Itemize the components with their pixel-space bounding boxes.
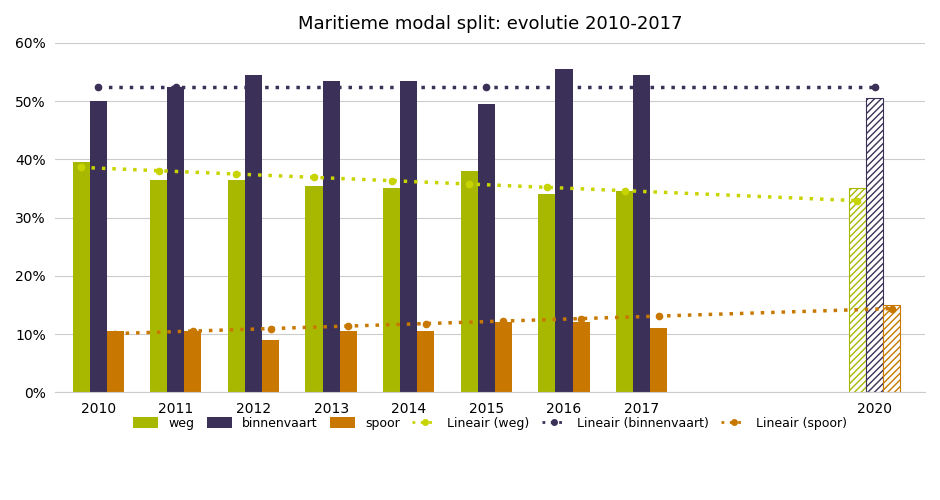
Bar — [322, 80, 339, 392]
Bar — [461, 171, 478, 392]
Bar — [633, 75, 650, 392]
Bar — [400, 80, 417, 392]
Legend: weg, binnenvaart, spoor, Lineair (weg), Lineair (binnenvaart), Lineair (spoor): weg, binnenvaart, spoor, Lineair (weg), … — [128, 412, 853, 435]
Bar — [556, 69, 572, 392]
Bar — [572, 322, 589, 392]
Bar — [866, 98, 883, 392]
Title: Maritieme modal split: evolutie 2010-2017: Maritieme modal split: evolutie 2010-201… — [298, 15, 682, 33]
Bar — [227, 180, 245, 392]
Bar — [262, 340, 279, 392]
Bar — [539, 194, 556, 392]
Bar — [883, 305, 901, 392]
Bar — [72, 162, 89, 392]
Bar — [849, 188, 866, 392]
Bar — [417, 331, 434, 392]
Bar — [494, 322, 512, 392]
Bar — [478, 104, 494, 393]
Bar — [150, 180, 167, 392]
Bar — [339, 331, 356, 392]
Bar — [306, 186, 322, 392]
Bar — [89, 101, 107, 392]
Bar — [245, 75, 262, 392]
Bar — [184, 331, 201, 392]
Bar — [167, 86, 184, 393]
Bar — [650, 328, 667, 392]
Bar — [384, 188, 400, 392]
Bar — [616, 192, 633, 392]
Bar — [107, 331, 124, 392]
